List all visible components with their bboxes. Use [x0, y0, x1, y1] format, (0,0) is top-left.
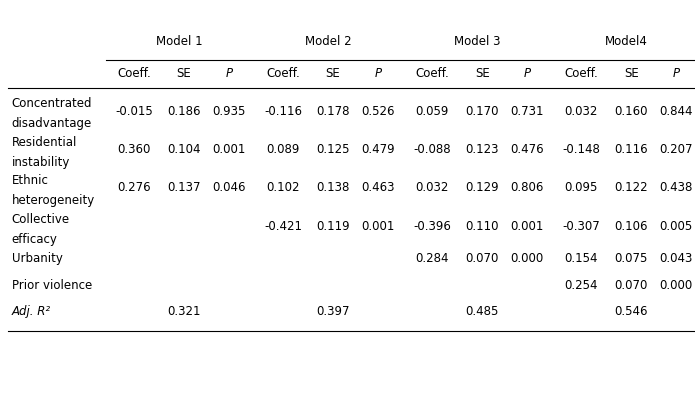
Text: -0.307: -0.307 — [562, 220, 600, 233]
Text: 0.005: 0.005 — [660, 220, 693, 233]
Text: 0.476: 0.476 — [510, 143, 544, 156]
Text: 0.001: 0.001 — [361, 220, 395, 233]
Text: 0.000: 0.000 — [511, 253, 544, 266]
Text: 0.321: 0.321 — [167, 305, 201, 318]
Text: Coeff.: Coeff. — [416, 67, 449, 80]
Text: 0.000: 0.000 — [660, 279, 693, 292]
Text: 0.160: 0.160 — [614, 104, 648, 118]
Text: SE: SE — [475, 67, 489, 80]
Text: 0.110: 0.110 — [466, 220, 499, 233]
Text: 0.397: 0.397 — [316, 305, 350, 318]
Text: 0.075: 0.075 — [614, 253, 648, 266]
Text: 0.032: 0.032 — [565, 104, 598, 118]
Text: 0.070: 0.070 — [614, 279, 648, 292]
Text: Collective: Collective — [12, 213, 70, 226]
Text: 0.485: 0.485 — [466, 305, 499, 318]
Text: -0.015: -0.015 — [115, 104, 153, 118]
Text: Prior violence: Prior violence — [12, 279, 92, 292]
Text: 0.043: 0.043 — [660, 253, 693, 266]
Text: 0.806: 0.806 — [511, 182, 544, 195]
Text: -0.421: -0.421 — [264, 220, 302, 233]
Text: Adj. R²: Adj. R² — [12, 305, 51, 318]
Text: P: P — [225, 67, 233, 80]
Text: 0.254: 0.254 — [564, 279, 598, 292]
Text: 0.207: 0.207 — [660, 143, 693, 156]
Text: 0.138: 0.138 — [316, 182, 350, 195]
Text: 0.360: 0.360 — [117, 143, 151, 156]
Text: Coeff.: Coeff. — [564, 67, 598, 80]
Text: 0.546: 0.546 — [614, 305, 648, 318]
Text: Urbanity: Urbanity — [12, 253, 63, 266]
Text: 0.463: 0.463 — [361, 182, 395, 195]
Text: SE: SE — [177, 67, 191, 80]
Text: 0.526: 0.526 — [361, 104, 395, 118]
Text: Model 2: Model 2 — [305, 35, 352, 49]
Text: 0.001: 0.001 — [511, 220, 544, 233]
Text: 0.119: 0.119 — [316, 220, 350, 233]
Text: 0.059: 0.059 — [416, 104, 449, 118]
Text: SE: SE — [326, 67, 341, 80]
Text: 0.106: 0.106 — [614, 220, 648, 233]
Text: Model 1: Model 1 — [156, 35, 202, 49]
Text: 0.276: 0.276 — [117, 182, 151, 195]
Text: heterogeneity: heterogeneity — [12, 195, 95, 207]
Text: 0.122: 0.122 — [614, 182, 648, 195]
Text: 0.186: 0.186 — [167, 104, 201, 118]
Text: 0.129: 0.129 — [466, 182, 499, 195]
Text: P: P — [673, 67, 680, 80]
Text: 0.123: 0.123 — [466, 143, 499, 156]
Text: Concentrated: Concentrated — [12, 97, 92, 110]
Text: 0.844: 0.844 — [660, 104, 693, 118]
Text: 0.070: 0.070 — [466, 253, 499, 266]
Text: 0.137: 0.137 — [167, 182, 201, 195]
Text: 0.032: 0.032 — [416, 182, 449, 195]
Text: 0.154: 0.154 — [564, 253, 598, 266]
Text: Coeff.: Coeff. — [117, 67, 151, 80]
Text: SE: SE — [624, 67, 639, 80]
Text: Model 3: Model 3 — [454, 35, 500, 49]
Text: Model4: Model4 — [605, 35, 648, 49]
Text: 0.104: 0.104 — [167, 143, 201, 156]
Text: P: P — [523, 67, 531, 80]
Text: instability: instability — [12, 156, 70, 169]
Text: Coeff.: Coeff. — [266, 67, 300, 80]
Text: 0.935: 0.935 — [213, 104, 246, 118]
Text: 0.095: 0.095 — [565, 182, 598, 195]
Text: 0.731: 0.731 — [510, 104, 544, 118]
Text: 0.001: 0.001 — [213, 143, 246, 156]
Text: -0.116: -0.116 — [264, 104, 302, 118]
Text: -0.088: -0.088 — [414, 143, 451, 156]
Text: efficacy: efficacy — [12, 233, 58, 246]
Text: -0.396: -0.396 — [414, 220, 451, 233]
Text: -0.148: -0.148 — [562, 143, 600, 156]
Text: 0.125: 0.125 — [316, 143, 350, 156]
Text: 0.284: 0.284 — [416, 253, 449, 266]
Text: Ethnic: Ethnic — [12, 174, 49, 187]
Text: 0.438: 0.438 — [660, 182, 693, 195]
Text: 0.178: 0.178 — [316, 104, 350, 118]
Text: 0.089: 0.089 — [267, 143, 300, 156]
Text: Residential: Residential — [12, 136, 77, 149]
Text: 0.479: 0.479 — [361, 143, 395, 156]
Text: 0.102: 0.102 — [266, 182, 300, 195]
Text: 0.046: 0.046 — [212, 182, 246, 195]
Text: P: P — [375, 67, 382, 80]
Text: 0.170: 0.170 — [466, 104, 499, 118]
Text: 0.116: 0.116 — [614, 143, 648, 156]
Text: disadvantage: disadvantage — [12, 118, 92, 131]
